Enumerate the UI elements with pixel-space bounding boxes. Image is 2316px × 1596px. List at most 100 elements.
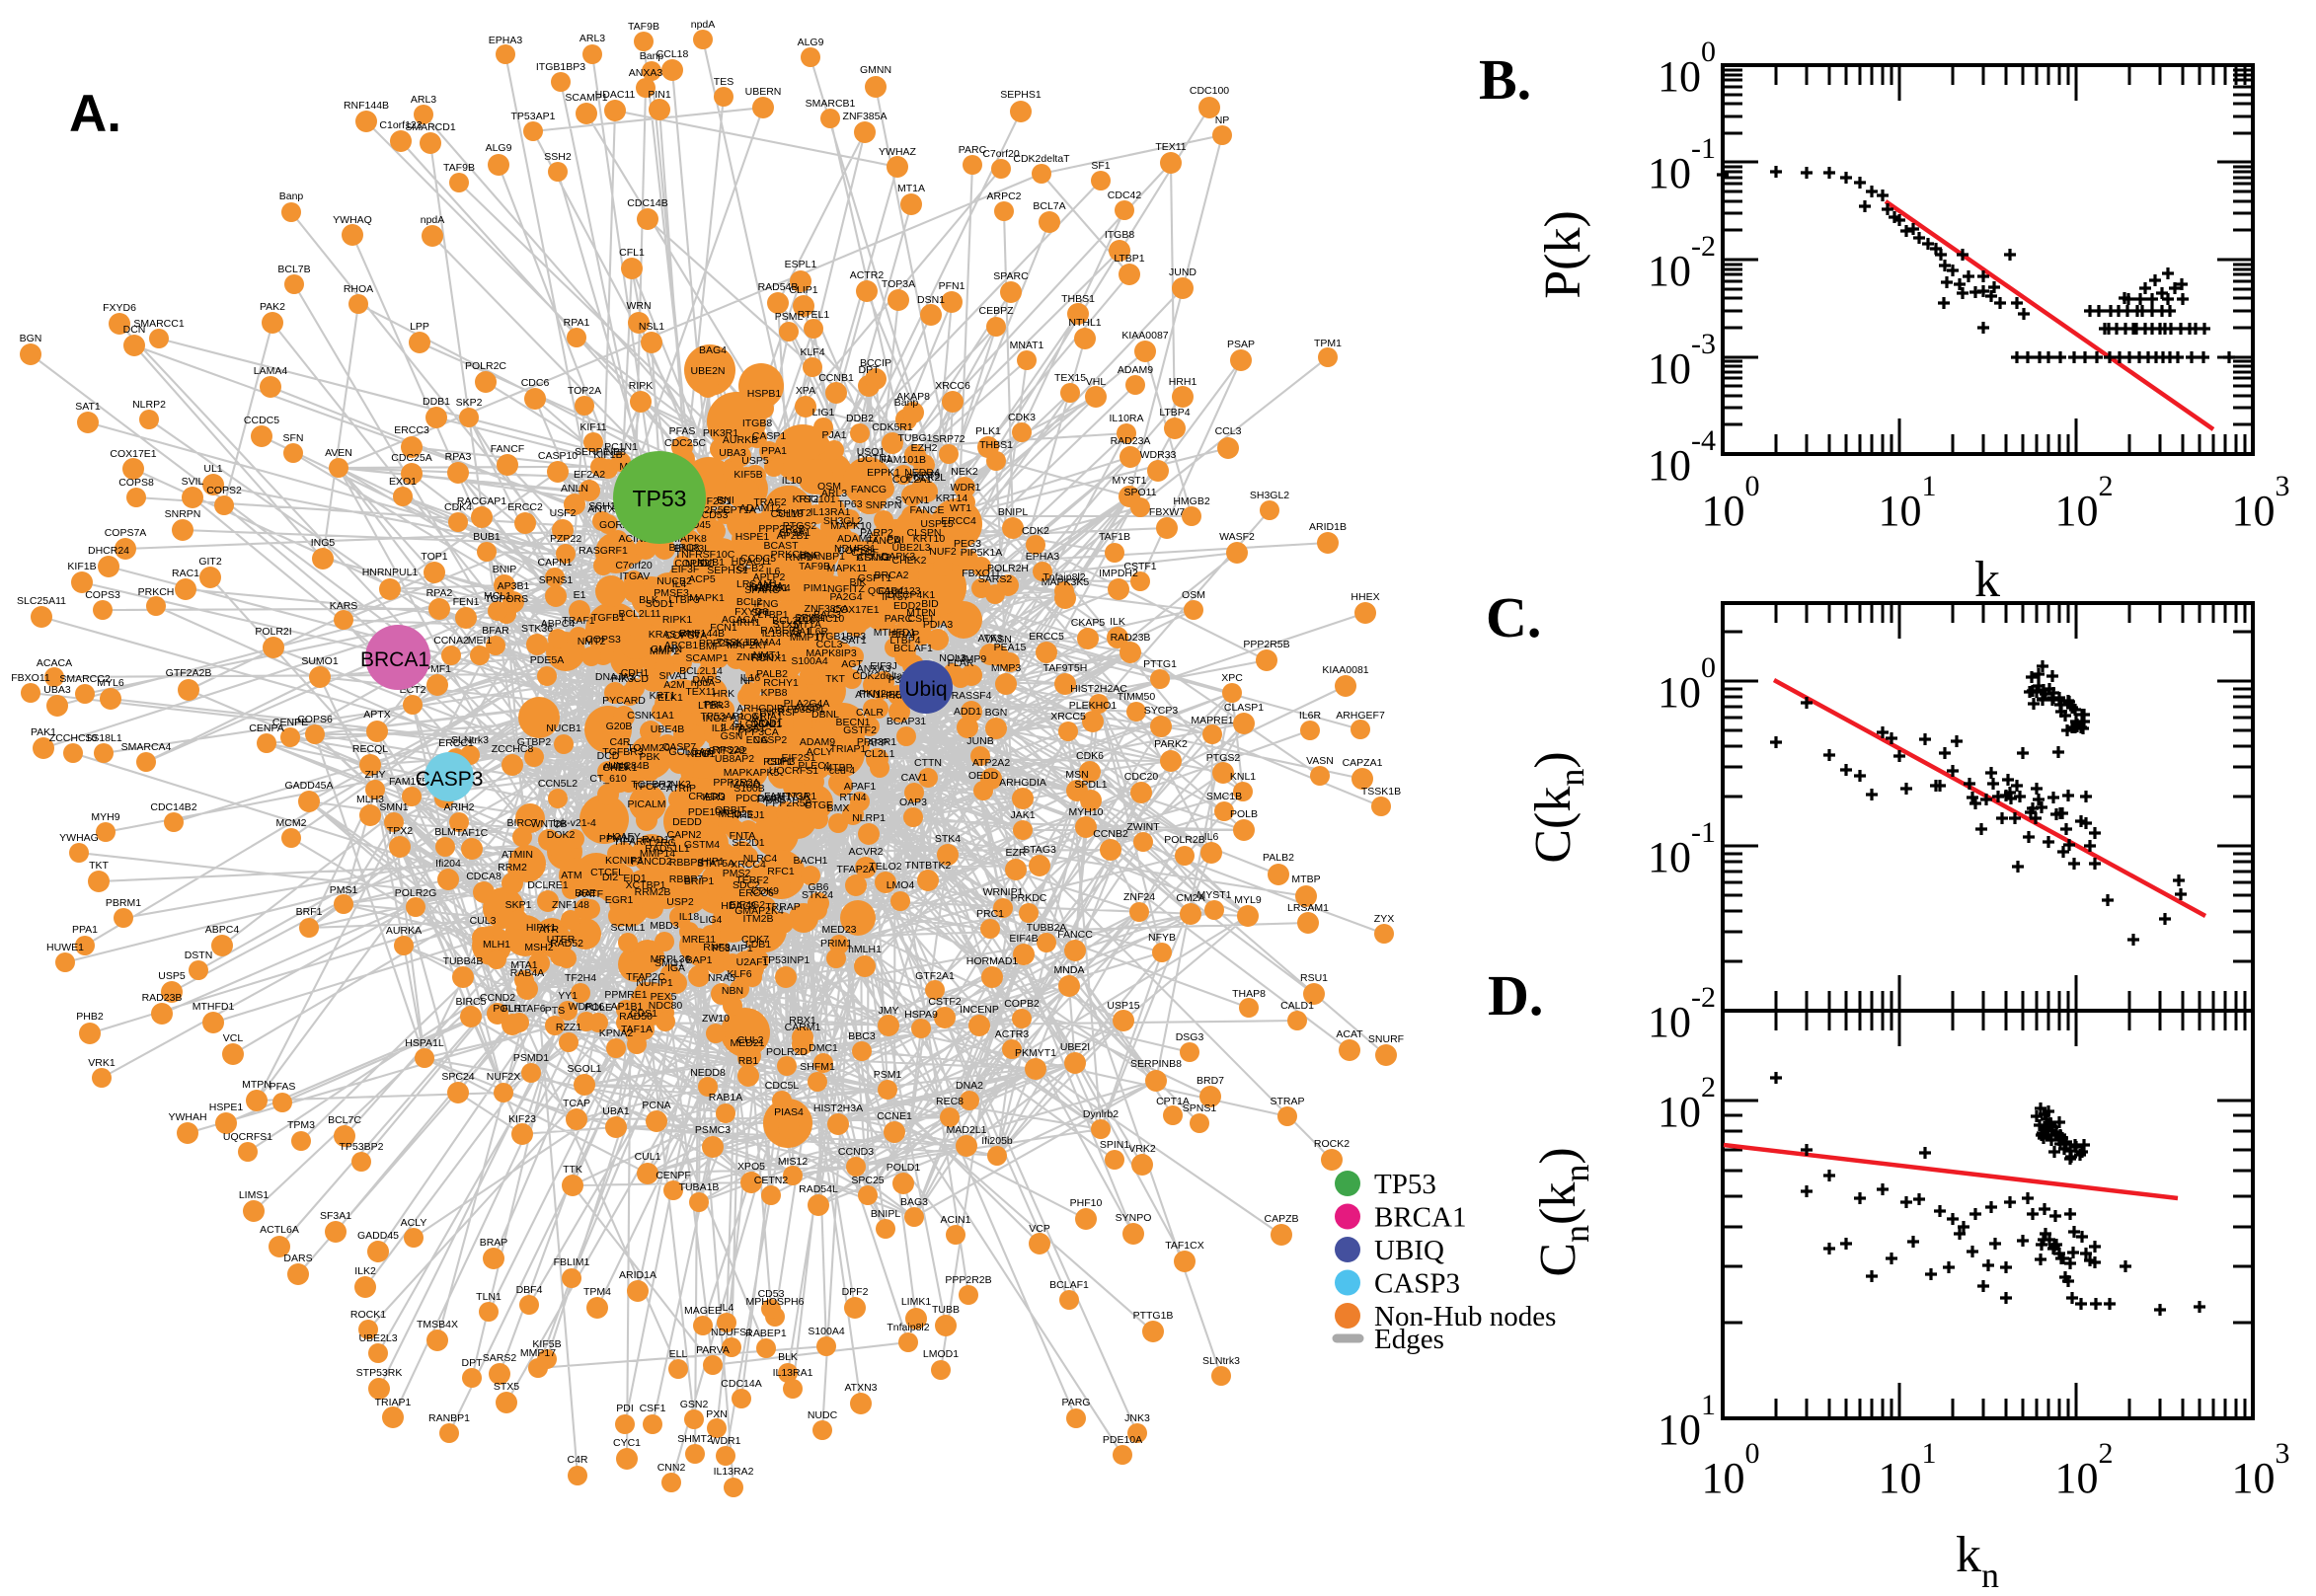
svg-text:BNIPL: BNIPL	[871, 1208, 901, 1220]
svg-text:RAD50: RAD50	[619, 1011, 653, 1023]
svg-text:UBE2L3: UBE2L3	[891, 542, 930, 554]
svg-text:TRRAP: TRRAP	[765, 901, 801, 913]
svg-text:PDIA3: PDIA3	[923, 619, 954, 631]
svg-text:MAPK1: MAPK1	[689, 592, 725, 604]
svg-text:TGFBR3: TGFBR3	[602, 746, 644, 758]
svg-text:CKAP5: CKAP5	[1071, 617, 1106, 629]
svg-text:EZH2: EZH2	[911, 442, 938, 454]
svg-text:IL13RA2: IL13RA2	[714, 1466, 754, 1478]
svg-text:PRKCH: PRKCH	[771, 549, 808, 561]
svg-text:Banp: Banp	[894, 397, 919, 409]
svg-text:MYL6: MYL6	[97, 677, 124, 689]
svg-text:MYST1: MYST1	[1112, 475, 1146, 487]
svg-text:MAP2K7: MAP2K7	[727, 640, 768, 651]
svg-text:DI2: DI2	[602, 872, 619, 883]
svg-text:SNURF: SNURF	[1368, 1033, 1404, 1045]
svg-text:TFAP2C: TFAP2C	[626, 971, 665, 983]
svg-text:LIG1: LIG1	[812, 407, 835, 418]
svg-text:TUBG1: TUBG1	[897, 432, 932, 444]
svg-text:PFAS: PFAS	[270, 1081, 296, 1093]
svg-text:LTBP1: LTBP1	[757, 609, 788, 621]
svg-text:CYC1: CYC1	[613, 1437, 641, 1449]
svg-text:PIK3CD: PIK3CD	[611, 673, 649, 685]
svg-text:NP: NP	[1215, 114, 1230, 126]
svg-text:TPM4: TPM4	[583, 1286, 611, 1298]
svg-text:SF3A1: SF3A1	[320, 1210, 351, 1222]
svg-text:PMS1: PMS1	[330, 884, 358, 896]
svg-text:THBS1: THBS1	[1061, 293, 1095, 305]
svg-text:CDC42: CDC42	[1108, 190, 1142, 201]
svg-text:TELO2: TELO2	[869, 861, 901, 873]
svg-text:NEDD8: NEDD8	[690, 1067, 726, 1079]
svg-text:BNF: BNF	[800, 550, 820, 562]
svg-text:GTF2A2: GTF2A2	[708, 745, 747, 757]
svg-text:ARHGDIB: ARHGDIB	[736, 703, 784, 715]
svg-text:SHFM1: SHFM1	[800, 1061, 835, 1073]
svg-text:MCM2: MCM2	[276, 817, 307, 829]
svg-text:GTBP2: GTBP2	[517, 736, 552, 748]
svg-text:STX5: STX5	[494, 1381, 519, 1393]
svg-text:NUCB2: NUCB2	[656, 575, 692, 587]
svg-text:MNDA: MNDA	[1054, 964, 1085, 976]
svg-text:IL6: IL6	[766, 566, 781, 577]
svg-text:SGOL1: SGOL1	[567, 1063, 601, 1075]
svg-text:ITGB1BP3: ITGB1BP3	[816, 631, 866, 643]
svg-text:VHL: VHL	[1086, 376, 1107, 388]
svg-text:GADD45: GADD45	[357, 1230, 399, 1242]
svg-text:PSM1: PSM1	[874, 1069, 902, 1081]
svg-text:DCD: DCD	[597, 750, 620, 762]
svg-text:PPP3R1: PPP3R1	[857, 736, 896, 748]
svg-text:HDAC11: HDAC11	[595, 89, 636, 101]
svg-text:C4R: C4R	[567, 1454, 587, 1466]
svg-text:BRD7: BRD7	[1197, 1075, 1224, 1087]
svg-text:CDC5L: CDC5L	[765, 1080, 800, 1092]
svg-text:DEDD: DEDD	[672, 816, 702, 828]
svg-text:BIRC5: BIRC5	[456, 996, 487, 1008]
svg-text:APP: APP	[867, 737, 888, 749]
svg-text:XPO5: XPO5	[737, 1161, 765, 1173]
svg-text:DHCR24: DHCR24	[88, 545, 129, 557]
svg-text:C(kn): C(kn)	[1525, 751, 1591, 863]
svg-text:FAM173A: FAM173A	[764, 791, 810, 802]
svg-text:C4R: C4R	[609, 736, 630, 748]
svg-text:MPHOSPH6: MPHOSPH6	[746, 1296, 805, 1308]
svg-text:PCNA: PCNA	[642, 1100, 670, 1111]
svg-text:ATRIP: ATRIP	[666, 783, 696, 795]
svg-text:USP2: USP2	[666, 896, 694, 908]
svg-text:POLR2I: POLR2I	[255, 626, 291, 638]
svg-text:Ifi204: Ifi204	[435, 858, 461, 870]
svg-text:NMT1: NMT1	[753, 649, 782, 661]
svg-text:EID1: EID1	[623, 873, 647, 884]
svg-text:ALG9: ALG9	[486, 142, 512, 154]
svg-text:BAG3: BAG3	[813, 609, 841, 621]
svg-text:KIF1B: KIF1B	[67, 561, 96, 572]
svg-text:EPHA3: EPHA3	[1026, 551, 1060, 563]
svg-text:YWHAZ: YWHAZ	[879, 146, 917, 158]
svg-text:VASN: VASN	[984, 634, 1012, 646]
svg-text:CDK2deltaT: CDK2deltaT	[852, 670, 909, 682]
svg-text:BLK: BLK	[778, 1351, 798, 1363]
svg-text:IL10RA: IL10RA	[748, 580, 783, 592]
svg-text:HSPE1: HSPE1	[209, 1102, 244, 1113]
svg-text:DSN1: DSN1	[917, 294, 945, 306]
svg-text:RNF2: RNF2	[785, 552, 812, 564]
svg-text:ARHGEF7: ARHGEF7	[1336, 710, 1385, 722]
svg-text:PEA15: PEA15	[994, 642, 1027, 653]
svg-text:RANBP1: RANBP1	[804, 551, 845, 563]
svg-text:XCTBP1: XCTBP1	[626, 879, 666, 891]
svg-text:RAD23A: RAD23A	[1111, 435, 1151, 447]
svg-text:FXYD6: FXYD6	[103, 302, 136, 314]
svg-text:BFAR: BFAR	[482, 625, 509, 637]
svg-text:EXO1: EXO1	[389, 476, 417, 488]
svg-text:CNN2: CNN2	[657, 1462, 686, 1474]
svg-text:LAMA4: LAMA4	[254, 365, 288, 377]
svg-text:BNIP3L: BNIP3L	[674, 543, 710, 555]
svg-text:HNRNPUL1: HNRNPUL1	[362, 567, 419, 578]
svg-text:IL13RA2: IL13RA2	[762, 628, 803, 640]
svg-text:DCN: DCN	[751, 719, 774, 730]
svg-text:SMN1: SMN1	[379, 801, 408, 813]
svg-text:PALB2: PALB2	[1263, 852, 1294, 864]
svg-text:SNRPN: SNRPN	[866, 499, 902, 511]
svg-text:CDC14B2: CDC14B2	[150, 801, 196, 813]
svg-text:DPT: DPT	[462, 1357, 484, 1369]
